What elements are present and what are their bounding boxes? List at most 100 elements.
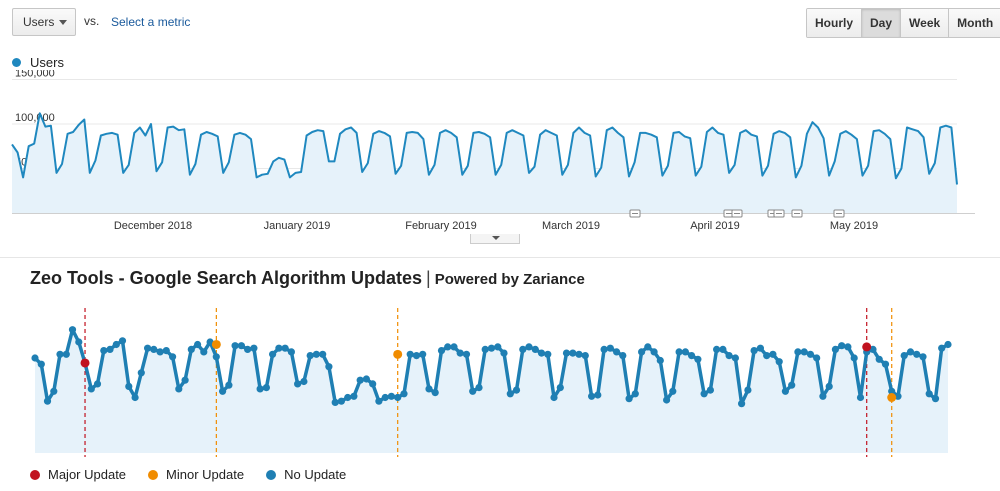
data-point[interactable] (788, 381, 796, 389)
annotation-icon[interactable] (731, 209, 743, 218)
data-point[interactable] (569, 349, 577, 357)
data-point[interactable] (256, 385, 264, 393)
data-point[interactable] (537, 349, 546, 357)
data-point[interactable] (412, 352, 421, 360)
data-point[interactable] (381, 393, 389, 402)
data-point[interactable] (719, 345, 727, 353)
data-point[interactable] (118, 337, 127, 345)
data-point[interactable] (87, 385, 95, 393)
data-point[interactable] (325, 363, 333, 371)
data-point[interactable] (300, 377, 308, 386)
data-point[interactable] (219, 387, 227, 395)
legend-no-update[interactable]: No Update (266, 467, 346, 482)
data-point[interactable] (444, 343, 452, 351)
data-point[interactable] (913, 350, 921, 358)
minor-update-point[interactable] (393, 349, 403, 359)
annotation-icon[interactable] (773, 209, 785, 218)
data-point[interactable] (225, 381, 233, 389)
data-point[interactable] (925, 390, 933, 398)
data-point[interactable] (669, 387, 677, 395)
data-point[interactable] (656, 356, 664, 365)
data-point[interactable] (613, 348, 621, 356)
data-point[interactable] (281, 344, 289, 352)
data-point[interactable] (419, 350, 427, 358)
data-point[interactable] (375, 397, 383, 405)
data-point[interactable] (875, 355, 883, 363)
data-point[interactable] (93, 380, 102, 388)
legend-minor-update[interactable]: Minor Update (148, 467, 244, 482)
annotation-icon[interactable] (833, 209, 845, 218)
data-point[interactable] (713, 345, 721, 353)
data-point[interactable] (106, 345, 114, 353)
data-point[interactable] (731, 354, 740, 362)
data-point[interactable] (919, 353, 927, 361)
data-point[interactable] (619, 352, 627, 360)
data-point[interactable] (506, 390, 514, 398)
data-point[interactable] (187, 345, 195, 353)
data-point[interactable] (931, 395, 940, 403)
data-point[interactable] (906, 348, 915, 356)
collapse-chart-tab[interactable] (470, 234, 520, 244)
data-point[interactable] (763, 352, 771, 360)
data-point[interactable] (600, 345, 608, 353)
data-point[interactable] (287, 348, 295, 356)
data-point[interactable] (112, 340, 120, 349)
data-point[interactable] (406, 350, 414, 358)
data-point[interactable] (237, 342, 245, 350)
data-point[interactable] (331, 398, 339, 406)
data-point[interactable] (250, 344, 258, 352)
data-point[interactable] (894, 392, 902, 400)
data-point[interactable] (775, 358, 783, 366)
data-point[interactable] (344, 393, 352, 402)
data-point[interactable] (500, 349, 508, 357)
data-point[interactable] (362, 375, 370, 383)
data-point[interactable] (350, 392, 358, 400)
data-point[interactable] (750, 347, 758, 355)
metric-dropdown[interactable]: Users (12, 8, 76, 36)
data-point[interactable] (137, 369, 145, 377)
data-point[interactable] (519, 345, 527, 353)
data-point[interactable] (675, 348, 683, 356)
data-point[interactable] (856, 393, 865, 402)
data-point[interactable] (769, 350, 777, 358)
data-point[interactable] (294, 380, 302, 388)
data-point[interactable] (725, 352, 733, 360)
data-point[interactable] (400, 390, 408, 398)
select-metric-link[interactable]: Select a metric (111, 15, 191, 29)
period-month-button[interactable]: Month (949, 9, 1000, 37)
data-point[interactable] (262, 384, 270, 392)
minor-update-point[interactable] (211, 339, 221, 349)
data-point[interactable] (131, 393, 139, 402)
data-point[interactable] (312, 350, 320, 358)
data-point[interactable] (644, 343, 652, 351)
data-point[interactable] (531, 345, 539, 353)
data-point[interactable] (306, 352, 314, 360)
data-point[interactable] (625, 395, 633, 403)
data-point[interactable] (175, 385, 183, 393)
period-hourly-button[interactable]: Hourly (807, 9, 863, 37)
data-point[interactable] (738, 400, 746, 408)
data-point[interactable] (544, 350, 552, 358)
data-point[interactable] (244, 345, 252, 353)
data-point[interactable] (475, 384, 483, 392)
major-update-point[interactable] (862, 342, 872, 352)
data-point[interactable] (588, 392, 596, 400)
data-point[interactable] (869, 345, 877, 353)
data-point[interactable] (606, 344, 614, 352)
data-point[interactable] (150, 345, 158, 353)
data-point[interactable] (275, 344, 283, 352)
data-point[interactable] (494, 343, 502, 351)
data-point[interactable] (888, 387, 896, 395)
minor-update-point[interactable] (887, 393, 897, 402)
data-point[interactable] (631, 390, 639, 398)
data-point[interactable] (31, 354, 39, 362)
data-point[interactable] (525, 343, 533, 351)
data-point[interactable] (456, 349, 464, 357)
data-point[interactable] (125, 382, 133, 390)
data-point[interactable] (681, 348, 690, 356)
data-point[interactable] (450, 343, 458, 351)
data-point[interactable] (356, 376, 364, 384)
period-day-button[interactable]: Day (862, 9, 902, 37)
data-point[interactable] (144, 344, 152, 352)
data-point[interactable] (650, 348, 658, 356)
